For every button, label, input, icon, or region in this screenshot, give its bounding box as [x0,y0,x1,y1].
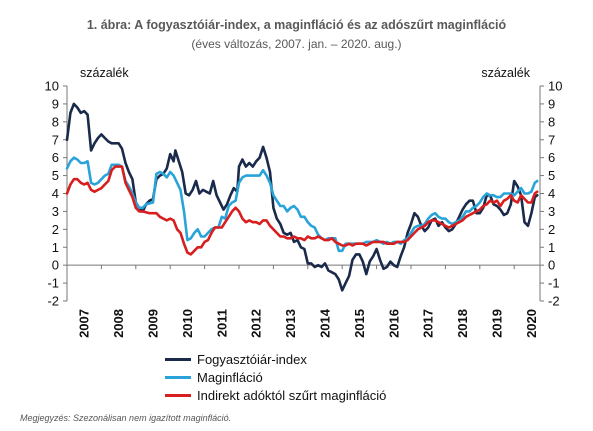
x-tick-label: 2013 [283,309,298,338]
legend-swatch-cpi [165,357,191,361]
series-line-core [65,156,539,253]
y-tick-label-left: 0 [52,258,59,273]
legend-item-cpi: Fogyasztóiár-index [165,350,386,368]
x-tick-label: 2009 [146,309,161,338]
x-tick-label: 2011 [214,309,229,337]
y-tick-label-right: 4 [548,186,555,201]
y-tick-label-left: 7 [52,132,59,147]
y-tick-label-left: 8 [52,114,59,129]
y-tick-label-right: 5 [548,168,555,183]
chart-legend: Fogyasztóiár-index Maginfláció Indirekt … [165,350,386,404]
y-tick-label-left: 1 [52,240,59,255]
footnote: Megjegyzés: Szezonálisan nem igazított m… [20,413,232,423]
legend-swatch-core [165,375,191,379]
y-tick-label-right: 1 [548,240,555,255]
series-layer [65,102,539,292]
legend-item-tax-filtered-core: Indirekt adóktól szűrt maginfláció [165,386,386,404]
y-tick-label-left: 10 [45,79,59,94]
chart-plot: -2 -2 -1 -1 0 0 1 1 2 2 3 3 4 4 5 5 6 6 7 7 8 8 9 9 10 10 2007 2008… [45,66,563,338]
x-tick-label: 2018 [455,309,470,338]
y-tick-label-right: 7 [548,132,555,147]
y-tick-label-left: 4 [52,186,59,201]
y-tick-label-left: -2 [47,294,59,309]
y-tick-label-right: -1 [548,276,560,291]
y-tick-label-left: -1 [47,276,59,291]
y-tick-label-left: 3 [52,204,59,219]
x-tick-label: 2014 [318,308,333,338]
x-tick-label: 2010 [180,309,195,338]
chart-subtitle: (éves változás, 2007. jan. – 2020. aug.) [191,37,402,51]
y-tick-label-left: 6 [52,150,59,165]
x-tick-label: 2015 [352,309,367,338]
x-tick-label: 2012 [249,309,264,338]
y-tick-label-right: 10 [548,79,562,94]
y-tick-label-left: 5 [52,168,59,183]
x-tick-label: 2017 [421,309,436,338]
y-tick-label-right: 6 [548,150,555,165]
legend-label-cpi: Fogyasztóiár-index [197,351,307,367]
legend-swatch-tax-filtered-core [165,393,191,397]
y-tick-label-right: 0 [548,258,555,273]
y-tick-label-left: 2 [52,222,59,237]
y-tick-label-right: -2 [548,294,560,309]
x-tick-label: 2020 [524,309,539,338]
y-tick-label-right: 9 [548,96,555,111]
x-tick-label: 2008 [111,309,126,338]
x-tick-label: 2007 [77,309,92,338]
legend-item-core: Maginfláció [165,368,386,386]
x-tick-label: 2019 [490,309,505,338]
y-axis-label-right: százalék [481,66,530,80]
y-axis-label-left: százalék [80,66,129,80]
y-tick-label-right: 2 [548,222,555,237]
legend-label-tax-filtered-core: Indirekt adóktól szűrt maginfláció [197,387,387,403]
series-line-tax-filtered-core [65,165,539,256]
chart-title: 1. ábra: A fogyasztóiár-index, a maginfl… [86,18,507,32]
series-line-cpi [65,102,539,292]
legend-label-core: Maginfláció [197,369,263,385]
y-tick-label-right: 3 [548,204,555,219]
axes-layer: -2 -2 -1 -1 0 0 1 1 2 2 3 3 4 4 5 5 6 6 7 7 8 8 9 9 10 10 2007 2008… [45,79,563,338]
y-tick-label-left: 9 [52,96,59,111]
x-tick-label: 2016 [386,309,401,338]
y-tick-label-right: 8 [548,114,555,129]
